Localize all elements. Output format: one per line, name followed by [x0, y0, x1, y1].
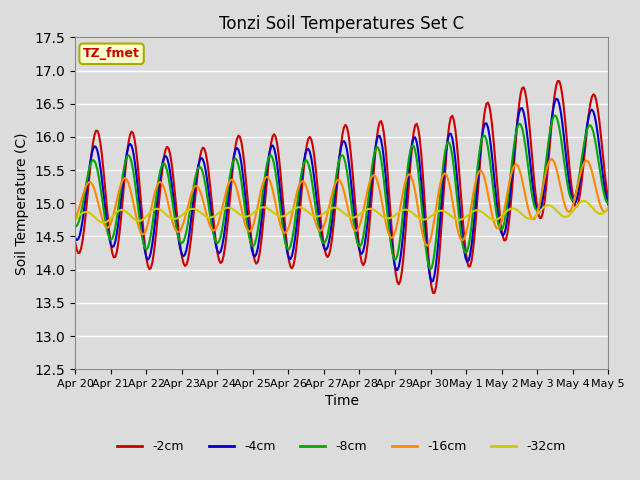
-16cm: [230, 179, 238, 184]
-32cm: [604, 205, 612, 211]
-4cm: [230, 152, 238, 158]
-8cm: [305, 161, 312, 167]
-16cm: [305, 190, 312, 196]
Title: Tonzi Soil Temperatures Set C: Tonzi Soil Temperatures Set C: [219, 15, 464, 33]
-2cm: [248, 240, 256, 246]
-4cm: [257, 224, 264, 230]
-4cm: [248, 247, 256, 252]
-32cm: [576, 200, 584, 205]
-8cm: [71, 224, 79, 229]
-32cm: [250, 210, 257, 216]
-4cm: [137, 212, 145, 218]
-32cm: [259, 204, 266, 210]
-8cm: [426, 266, 434, 272]
-2cm: [604, 197, 612, 203]
-2cm: [431, 290, 438, 296]
-32cm: [306, 211, 314, 216]
-16cm: [578, 167, 586, 173]
-8cm: [230, 156, 238, 162]
-16cm: [604, 205, 612, 211]
-32cm: [232, 208, 239, 214]
-8cm: [578, 158, 586, 164]
-32cm: [71, 216, 79, 222]
-16cm: [257, 189, 264, 194]
-8cm: [551, 112, 559, 118]
-16cm: [423, 243, 431, 249]
-8cm: [257, 206, 264, 212]
Line: -4cm: -4cm: [75, 99, 608, 282]
-8cm: [248, 243, 256, 249]
-16cm: [248, 226, 256, 232]
Y-axis label: Soil Temperature (C): Soil Temperature (C): [15, 132, 29, 275]
-2cm: [578, 180, 586, 186]
-32cm: [100, 220, 108, 226]
Line: -16cm: -16cm: [75, 159, 608, 246]
-4cm: [552, 96, 560, 102]
-4cm: [305, 146, 312, 152]
-4cm: [604, 202, 612, 207]
-8cm: [137, 224, 145, 229]
X-axis label: Time: Time: [324, 395, 358, 408]
Line: -32cm: -32cm: [75, 201, 608, 223]
-16cm: [548, 156, 556, 162]
-4cm: [71, 235, 79, 240]
-4cm: [428, 279, 435, 285]
-2cm: [230, 154, 238, 160]
-16cm: [71, 216, 79, 221]
Legend: -2cm, -4cm, -8cm, -16cm, -32cm: -2cm, -4cm, -8cm, -16cm, -32cm: [113, 435, 571, 458]
-32cm: [580, 198, 588, 204]
Line: -2cm: -2cm: [75, 81, 608, 293]
Line: -8cm: -8cm: [75, 115, 608, 269]
-2cm: [257, 243, 264, 249]
-8cm: [604, 200, 612, 206]
-2cm: [137, 193, 145, 199]
-4cm: [578, 167, 586, 173]
-2cm: [71, 240, 79, 245]
-32cm: [138, 217, 146, 223]
Text: TZ_fmet: TZ_fmet: [83, 48, 140, 60]
-2cm: [554, 78, 561, 84]
-2cm: [305, 136, 312, 142]
-16cm: [137, 229, 145, 235]
